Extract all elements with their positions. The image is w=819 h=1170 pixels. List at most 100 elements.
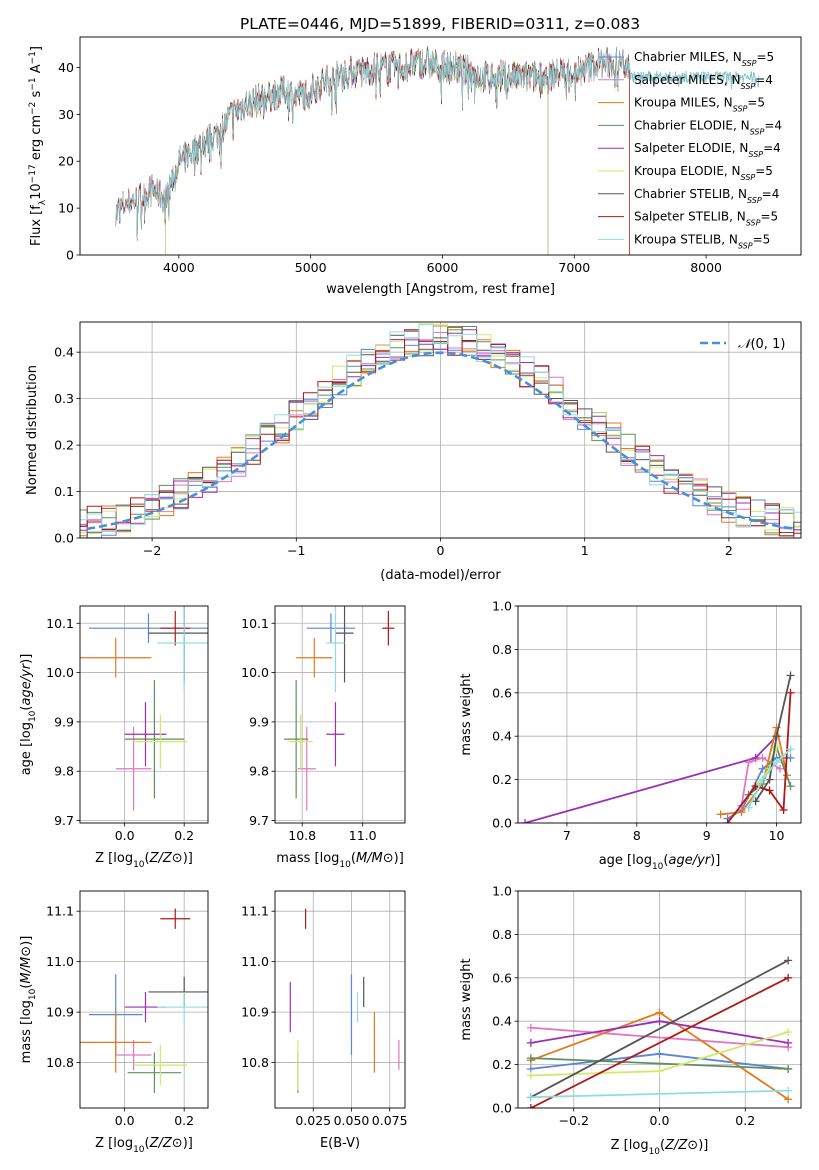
plot-area: [526, 956, 793, 1108]
y-tick-label: 10.0: [46, 665, 74, 680]
weight-marker: [784, 1028, 793, 1037]
plot-area: [284, 606, 395, 811]
errorbar-kroupa-miles: [296, 638, 333, 678]
y-tick-label: 30: [58, 107, 74, 122]
ticks: 10.8 11.0 9.7 9.8 9.9 10.0 10.1: [241, 616, 376, 843]
legend-label: Salpeter MILES, NSSP=4: [634, 73, 773, 91]
weight-marker: [765, 775, 774, 784]
errorbar-kroupa-miles: [80, 1012, 152, 1073]
weight-marker: [779, 805, 788, 814]
x-tick-label: 4000: [163, 260, 195, 275]
y-tick-label: 1.0: [492, 884, 512, 899]
legend-label: Chabrier STELIB, NSSP=4: [634, 187, 779, 205]
y-axis-label: Normed distribution: [25, 365, 40, 495]
weight-line-kroupa-stelib: [747, 748, 792, 809]
axes-frame: [274, 890, 406, 1109]
weight-marker: [765, 786, 774, 795]
grid: [80, 891, 208, 1108]
panel-age-vs-mass: 10.8 11.0 9.7 9.8 9.9 10.0 10.1 mass [log10(M/M…: [241, 605, 406, 870]
y-axis-label: mass weight: [459, 958, 474, 1040]
weight-marker: [776, 764, 785, 773]
x-tick-label: 9: [703, 828, 711, 843]
errorbar-kroupa-elodie: [133, 1044, 188, 1086]
weight-marker: [786, 671, 795, 680]
weight-marker: [723, 819, 732, 823]
axes-frame: [274, 605, 406, 824]
y-tick-label: 10.8: [241, 1055, 269, 1070]
weight-marker: [520, 819, 529, 823]
ticks: 0.0 0.2 10.8 10.9 11.0 11.1: [46, 904, 194, 1128]
y-tick-label: 0: [66, 248, 74, 263]
x-tick-label: 0.2: [735, 1113, 755, 1128]
y-tick-label: 9.9: [249, 714, 269, 729]
weight-marker: [784, 956, 793, 965]
axes-frame: [517, 605, 802, 824]
grid: [80, 606, 208, 823]
legend: 𝒩(0, 1): [700, 337, 785, 352]
y-tick-label: 11.0: [46, 954, 74, 969]
legend-label: Salpeter ELODIE, NSSP=4: [634, 141, 781, 159]
errorbar-kroupa-stelib: [157, 991, 208, 1023]
x-tick-label: 7: [563, 828, 571, 843]
weight-marker: [744, 758, 753, 767]
x-tick-label: 0.075: [372, 1113, 408, 1128]
legend-label: Chabrier MILES, NSSP=5: [634, 50, 774, 68]
weight-marker: [737, 808, 746, 817]
errorbar-salpeter-stelib: [382, 610, 395, 646]
weight-line-salpeter-stelib: [530, 976, 789, 1108]
panel-mass-vs-ebv: 0.025 0.050 0.075 10.8 10.9 11.0 11.1 E(B-V): [241, 890, 408, 1151]
y-tick-label: 0.2: [492, 1057, 512, 1072]
axes-frame: [79, 321, 802, 539]
errorbar-salpeter-stelib: [160, 610, 191, 646]
histogram-chabrier-stelib: [80, 326, 801, 538]
y-tick-label: 0.0: [492, 1101, 512, 1116]
weight-line-salpeter-miles: [530, 1026, 789, 1049]
weight-line-kroupa-stelib: [530, 1089, 789, 1099]
ticks: 0.0 0.2 9.7 9.8 9.9 10.0 10.1: [46, 616, 194, 843]
x-tick-label: 6000: [427, 260, 459, 275]
legend-label: Kroupa ELODIE, NSSP=5: [634, 164, 773, 182]
ticks: −0.2 0.0 0.2 0.0 0.2 0.4 0.6 0.8 1.0: [492, 884, 755, 1129]
ticks: 7 8 9 10 0.0 0.2 0.4 0.6 0.8 1.0: [492, 599, 784, 844]
x-axis-label: age [log10(age/yr)]: [599, 853, 721, 872]
errorbar-salpeter-elodie: [326, 702, 345, 767]
y-tick-label: 0.6: [492, 685, 512, 700]
x-tick-label: 1: [581, 543, 589, 558]
histogram-kroupa-stelib: [80, 324, 801, 532]
y-tick-label: 0.6: [492, 970, 512, 985]
ticks: −2 −1 0 1 2 0.0 0.1 0.2 0.3 0.4: [54, 345, 733, 558]
legend: Chabrier MILES, NSSP=5 Salpeter MILES, NS…: [598, 50, 782, 250]
x-tick-label: −2: [143, 543, 161, 558]
ticks: 0.025 0.050 0.075 10.8 10.9 11.0 11.1: [241, 904, 407, 1128]
x-tick-label: 5000: [295, 260, 327, 275]
weight-marker: [655, 1049, 664, 1058]
weight-line-chabrier-stelib: [754, 675, 792, 802]
weight-marker: [716, 810, 725, 819]
weight-marker: [655, 1017, 664, 1026]
x-tick-label: 0.0: [650, 1113, 670, 1128]
y-tick-label: 10.9: [46, 1005, 74, 1020]
x-tick-label: 0.2: [174, 1113, 194, 1128]
y-tick-label: 11.1: [46, 904, 74, 919]
errorbar-salpeter-stelib: [160, 908, 191, 929]
weight-marker: [526, 1071, 535, 1080]
y-tick-label: 20: [58, 154, 74, 169]
plot-area: [80, 323, 801, 538]
weight-line-chabrier-stelib: [530, 959, 789, 1098]
errorbar-kroupa-stelib: [326, 606, 345, 693]
grid: [275, 891, 405, 1108]
weight-line-chabrier-elodie: [530, 1057, 789, 1070]
x-axis-label: Z [log10(Z/Z⊙)]: [95, 851, 193, 870]
y-tick-label: 0.1: [54, 484, 74, 499]
y-axis-label: Flux [fλ10−17 erg cm−2 s−1 A−1]: [28, 46, 48, 246]
y-tick-label: 10.9: [241, 1005, 269, 1020]
x-axis-label: Z [log10(Z/Z⊙)]: [611, 1138, 709, 1157]
legend-label: Kroupa MILES, NSSP=5: [634, 96, 765, 114]
x-tick-label: 11.0: [349, 828, 377, 843]
axes-frame: [79, 890, 209, 1109]
x-tick-label: 0.050: [334, 1113, 370, 1128]
y-axis-label: mass [log10(M/M⊙)]: [19, 936, 38, 1064]
x-tick-label: 0.025: [295, 1113, 331, 1128]
y-tick-label: 9.8: [249, 764, 269, 779]
y-tick-label: 0.0: [492, 816, 512, 831]
